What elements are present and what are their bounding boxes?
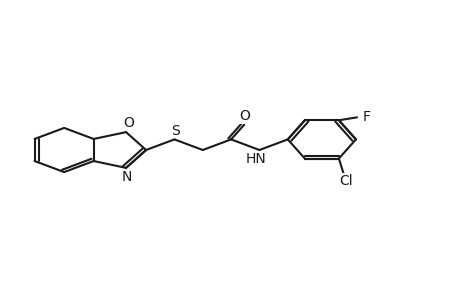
Text: S: S [171, 124, 179, 138]
Text: HN: HN [245, 152, 266, 167]
Text: N: N [122, 170, 132, 184]
Text: F: F [361, 110, 369, 124]
Text: O: O [123, 116, 134, 130]
Text: Cl: Cl [338, 174, 352, 188]
Text: O: O [239, 109, 250, 123]
